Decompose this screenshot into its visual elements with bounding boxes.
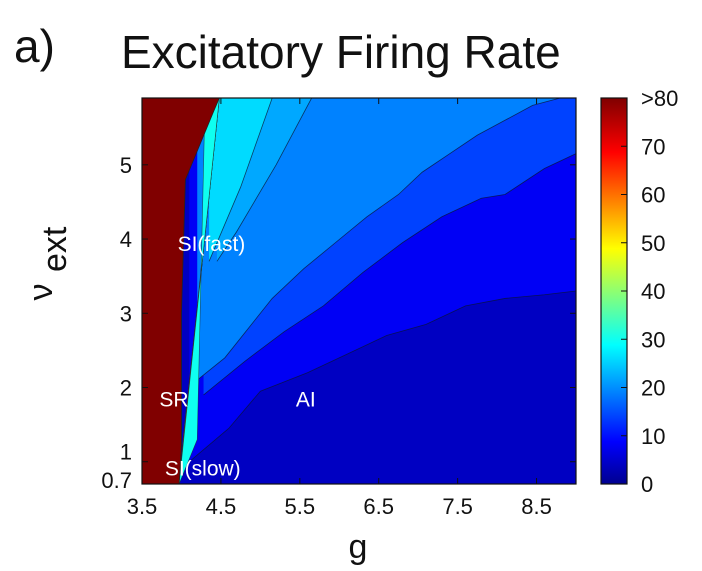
region-label: SR <box>159 389 188 412</box>
transition-band-3 <box>178 98 220 484</box>
sr-region <box>142 98 220 484</box>
axis-ticks: 3.5 4.5 5.5 6.5 7.5 8.5 0.7 1 2 3 4 5 <box>101 98 576 519</box>
plot-frame <box>141 97 577 485</box>
y-axis-label-symbol: ν <box>22 284 60 301</box>
colorbar-ticks: 0 10 20 30 40 50 60 70 >80 <box>621 86 678 497</box>
region-labels: SR SI(fast) AI SI(slow) <box>159 233 315 481</box>
colorbar-tick-label: >80 <box>641 86 678 111</box>
x-tick-label: 7.5 <box>442 494 473 519</box>
y-tick-label: 4 <box>120 227 132 252</box>
contour-line-18 <box>216 98 313 262</box>
contour-line-15 <box>196 98 561 381</box>
y-tick-label: 5 <box>120 153 132 178</box>
y-axis-label-subscript: ext <box>36 226 74 272</box>
x-tick-label: 5.5 <box>285 494 316 519</box>
y-tick-label: 0.7 <box>101 468 132 493</box>
contour-band-22 <box>209 98 273 484</box>
colorbar-tick-label: 20 <box>641 376 665 401</box>
x-tick-label: 4.5 <box>206 494 237 519</box>
colorbar-tick-label: 50 <box>641 231 665 256</box>
contour-band-18 <box>216 98 312 484</box>
colorbar-tick-label: 30 <box>641 327 665 352</box>
y-tick-label: 1 <box>120 440 132 465</box>
x-axis-label: g <box>349 528 368 566</box>
contour-line-0 <box>189 290 576 463</box>
x-tick-label: 3.5 <box>127 494 158 519</box>
colorbar-tick-label: 10 <box>641 424 665 449</box>
colorbar-tick-label: 70 <box>641 134 665 159</box>
colorbar-tick-label: 0 <box>641 472 653 497</box>
heatmap-plot-area <box>142 98 576 484</box>
region-label: SI(slow) <box>165 458 241 481</box>
y-tick-label: 2 <box>120 376 132 401</box>
y-tick-label: 3 <box>120 301 132 326</box>
x-tick-label: 6.5 <box>363 494 394 519</box>
contour-line-10 <box>203 153 576 396</box>
contour-line-22 <box>208 98 273 262</box>
region-label: SI(fast) <box>178 233 246 256</box>
panel-letter: a) <box>14 20 55 72</box>
y-axis-label: ν ext <box>22 226 74 300</box>
contour-band-15 <box>197 98 561 484</box>
x-tick-label: 8.5 <box>521 494 552 519</box>
chart-title: Excitatory Firing Rate <box>121 26 561 78</box>
region-label: AI <box>296 389 316 412</box>
colorbar-tick-label: 60 <box>641 183 665 208</box>
colorbar-tick-label: 40 <box>641 279 665 304</box>
